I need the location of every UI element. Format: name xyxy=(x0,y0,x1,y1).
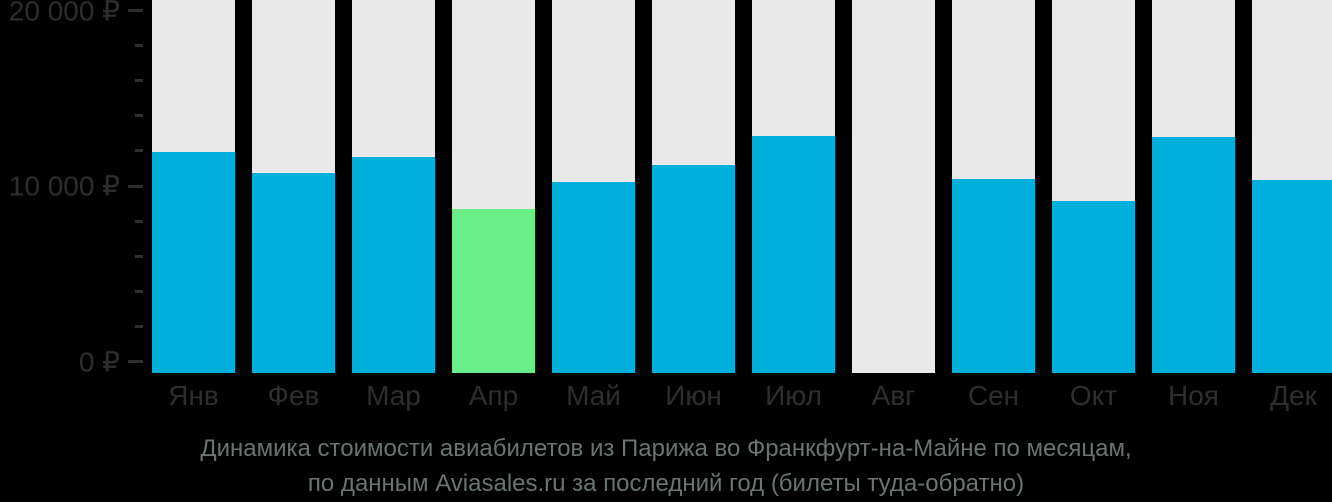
chart-caption: Динамика стоимости авиабилетов из Парижа… xyxy=(0,431,1332,501)
y-axis-label-10000₽: 10 000 ₽ xyxy=(8,170,120,202)
bar-4 xyxy=(452,209,535,373)
column-3 xyxy=(352,0,435,373)
y-tick-major xyxy=(128,184,143,188)
x-label-7: Июл xyxy=(765,380,822,411)
y-tick-major xyxy=(128,360,143,363)
x-label-3: Мар xyxy=(366,380,421,411)
bar-7 xyxy=(752,136,835,373)
column-10 xyxy=(1052,0,1135,373)
column-4 xyxy=(452,0,535,373)
y-axis: 20 000 ₽ 10 000 ₽ 0 ₽ xyxy=(0,0,152,377)
bar-3 xyxy=(352,157,435,373)
column-5 xyxy=(552,0,635,373)
x-label-2: Фев xyxy=(267,380,320,411)
column-1 xyxy=(152,0,235,373)
column-9 xyxy=(952,0,1035,373)
y-tick-minor xyxy=(135,114,143,118)
bar-1 xyxy=(152,152,235,373)
bar-2 xyxy=(252,173,335,373)
x-label-5: Май xyxy=(566,380,621,411)
bar-10 xyxy=(1052,201,1135,373)
y-axis-label-20000₽: 20 000 ₽ xyxy=(8,0,120,26)
x-label-10: Окт xyxy=(1069,380,1118,411)
bar-12 xyxy=(1252,180,1332,373)
y-tick-minor xyxy=(135,44,143,48)
y-tick-minor xyxy=(135,289,143,293)
column-7 xyxy=(752,0,835,373)
x-label-6: Июн xyxy=(665,380,722,411)
plot-area xyxy=(152,0,1332,373)
y-tick-minor xyxy=(135,219,143,223)
column-12 xyxy=(1252,0,1332,373)
y-axis-label-0₽: 0 ₽ xyxy=(78,346,120,377)
y-tick-minor xyxy=(135,254,143,258)
bar-6 xyxy=(652,165,735,373)
column-2 xyxy=(252,0,335,373)
y-tick-minor xyxy=(135,149,143,153)
x-label-1: Янв xyxy=(168,380,219,411)
column-8 xyxy=(852,0,935,373)
column-11 xyxy=(1152,0,1235,373)
y-tick-minor xyxy=(135,79,143,83)
x-label-12: Дек xyxy=(1270,380,1317,411)
bar-9 xyxy=(952,179,1035,373)
x-axis-labels: Янв Фев Мар Апр Май Июн Июл Авг Сен Окт Ноя Дек xyxy=(152,376,1332,416)
bar-11 xyxy=(1152,137,1235,373)
caption-line-1: Динамика стоимости авиабилетов из Парижа… xyxy=(200,435,1132,462)
y-tick-minor xyxy=(135,324,143,328)
x-label-9: Сен xyxy=(967,380,1020,411)
x-label-4: Апр xyxy=(468,380,519,411)
y-tick-major xyxy=(128,9,143,12)
column-6 xyxy=(652,0,735,373)
caption-line-2: по данным Aviasales.ru за последний год … xyxy=(307,470,1025,497)
x-label-11: Ноя xyxy=(1168,380,1219,411)
bar-5 xyxy=(552,182,635,373)
x-label-8: Авг xyxy=(871,380,916,411)
